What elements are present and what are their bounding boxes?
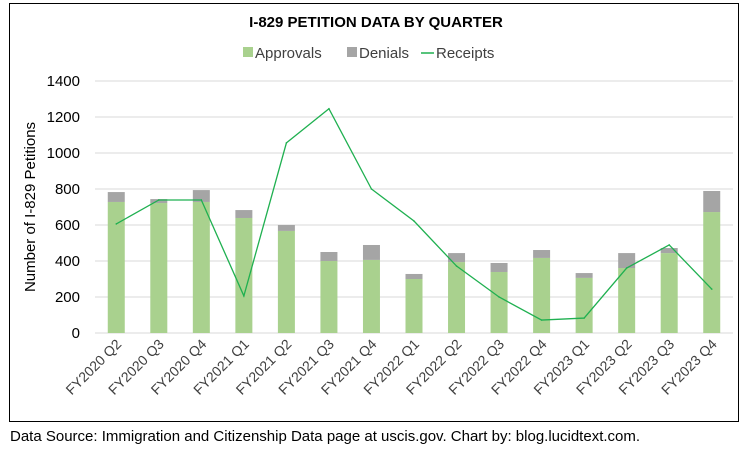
receipts-point <box>413 220 415 222</box>
receipts-line-group <box>115 107 713 321</box>
bar-denials <box>660 248 678 254</box>
y-tick-label: 0 <box>72 325 80 342</box>
receipts-point <box>243 295 245 297</box>
bar-approvals <box>362 259 380 333</box>
bar-approvals <box>150 203 168 333</box>
receipts-point <box>498 296 500 298</box>
footer-source: Data Source: Immigration and Citizenship… <box>10 428 641 445</box>
bar-approvals <box>235 217 253 333</box>
bar-approvals <box>575 277 593 333</box>
bar-denials <box>320 252 338 261</box>
bar-approvals <box>320 261 338 333</box>
bar-denials <box>362 244 380 260</box>
y-tick-label: 800 <box>55 181 80 198</box>
bar-denials <box>448 253 466 263</box>
bar-approvals <box>660 253 678 333</box>
y-tick-label: 1000 <box>47 145 80 162</box>
receipts-point <box>370 188 373 190</box>
bar-approvals <box>107 201 125 333</box>
bar-approvals <box>490 271 508 333</box>
receipts-point <box>455 265 458 267</box>
bar-approvals <box>618 268 636 333</box>
legend-swatch-denials <box>347 47 357 57</box>
chart: I-829 PETITION DATA BY QUARTER Approvals… <box>22 14 733 398</box>
receipts-point <box>115 223 118 225</box>
bar-approvals <box>533 257 551 333</box>
bar-approvals <box>192 201 210 333</box>
receipts-point <box>328 107 330 110</box>
bar-approvals <box>405 279 423 333</box>
bar-approvals <box>277 230 295 333</box>
receipts-point <box>668 244 670 246</box>
chart-frame <box>9 3 739 422</box>
legend-label-receipts: Receipts <box>436 45 494 62</box>
y-tick-label: 1200 <box>47 109 80 126</box>
receipts-point <box>625 267 628 269</box>
bar-denials <box>150 199 168 204</box>
legend-swatch-approvals <box>243 47 253 57</box>
legend: Approvals Denials Receipts <box>243 45 494 62</box>
bar-approvals <box>448 262 466 333</box>
bar-denials <box>405 273 423 279</box>
y-tick-label: 200 <box>55 289 80 306</box>
receipts-point <box>540 319 543 321</box>
receipts-point <box>200 199 203 201</box>
bar-denials <box>277 225 295 231</box>
y-tick-label: 1400 <box>47 73 80 90</box>
receipts-point <box>710 288 713 290</box>
y-axis-ticks: 0 200 400 600 800 1000 1200 1400 <box>47 73 80 342</box>
bar-denials <box>235 210 253 218</box>
legend-label-approvals: Approvals <box>255 45 322 62</box>
bar-denials <box>192 190 210 202</box>
bar-denials <box>618 253 636 269</box>
y-tick-label: 600 <box>55 217 80 234</box>
chart-title: I-829 PETITION DATA BY QUARTER <box>249 14 503 31</box>
y-axis-label: Number of I-829 Petitions <box>22 122 39 292</box>
bar-denials <box>490 262 508 272</box>
receipts-point <box>158 199 160 201</box>
bar-denials <box>533 250 551 258</box>
bars <box>107 190 721 333</box>
bar-denials <box>107 192 125 202</box>
bar-denials <box>703 190 721 213</box>
bar-approvals <box>703 212 721 333</box>
receipts-point <box>285 142 288 144</box>
y-tick-label: 400 <box>55 253 80 270</box>
bar-denials <box>575 273 593 278</box>
receipts-point <box>583 317 585 319</box>
legend-label-denials: Denials <box>359 45 409 62</box>
